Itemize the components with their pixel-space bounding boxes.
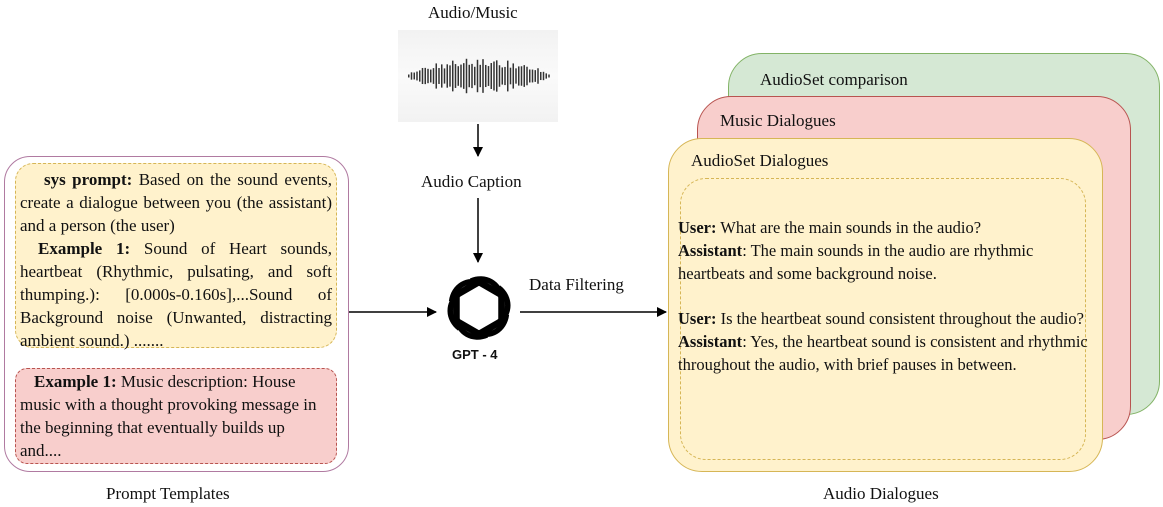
music-example-heading: Example 1: <box>34 372 117 391</box>
waveform-bar <box>474 66 476 86</box>
waveform-bar <box>520 66 523 86</box>
gpt-label: GPT - 4 <box>452 347 498 362</box>
waveform-bar <box>523 65 525 87</box>
sys-prompt-box <box>15 163 337 348</box>
audio-dialogues-caption: Audio Dialogues <box>823 484 939 503</box>
audioset-dialogues-title: AudioSet Dialogues <box>691 151 829 170</box>
audioset-dialogues-card <box>668 138 1103 472</box>
logo-petal <box>459 285 511 337</box>
waveform-bar <box>468 64 470 88</box>
waveform-bar <box>542 71 545 81</box>
waveform-bar <box>534 70 536 82</box>
logo-petal <box>448 279 506 316</box>
music-example-text: Example 1: Music description: House musi… <box>20 370 320 462</box>
audio-music-label: Audio/Music <box>428 3 518 22</box>
waveform-bar <box>493 61 495 91</box>
waveform-bar <box>496 60 498 92</box>
waveform-bar <box>512 63 514 89</box>
waveform-bar <box>446 64 448 88</box>
waveform-bar <box>413 72 415 80</box>
waveform-bar <box>526 66 528 86</box>
waveform-bar <box>548 74 550 78</box>
waveform-bar <box>537 68 539 84</box>
dialogue-turn-assistant-1: Assistant: The main sounds in the audio … <box>678 241 1034 283</box>
waveform-bar <box>443 68 446 84</box>
openai-logo-icon <box>439 268 519 348</box>
data-filtering-label: Data Filtering <box>529 275 624 294</box>
waveform-bar <box>476 59 479 93</box>
dialogue-turn-user-1: User: What are the main sounds in the au… <box>678 218 982 237</box>
waveform-bar <box>410 72 413 80</box>
sys-prompt-heading: sys prompt: <box>44 170 133 189</box>
waveform-bar <box>529 69 531 83</box>
waveform-bar <box>441 64 443 88</box>
example1-heading: Example 1: <box>38 239 131 258</box>
waveform-bar <box>457 66 459 86</box>
waveform-bar <box>449 65 451 87</box>
waveform-bar <box>490 63 492 89</box>
waveform-bar <box>427 68 429 84</box>
example1-body: Sound of Heart sounds, heartbeat (Rhythm… <box>20 239 332 350</box>
waveform-icon <box>398 30 558 122</box>
music-example-body: Music description: House music with a th… <box>20 372 317 460</box>
music-example-box <box>15 368 337 464</box>
waveform-bar <box>463 63 465 89</box>
waveform-bar <box>507 60 509 92</box>
sys-prompt-text: sys prompt: Based on the sound events, c… <box>20 168 332 352</box>
sys-prompt-body: Based on the sound events, create a dial… <box>20 170 333 235</box>
dialogue-turn-assistant-2: Assistant: Yes, the heartbeat sound is c… <box>678 332 1088 374</box>
dialogue-turn-user-2: User: Is the heartbeat sound consistent … <box>678 309 1084 328</box>
waveform-bar <box>454 64 457 88</box>
waveform-bar <box>471 63 473 89</box>
waveform-bar <box>465 58 468 94</box>
waveform-bar <box>419 70 421 82</box>
waveform-bar <box>485 64 487 88</box>
waveform-bar <box>438 68 440 84</box>
waveform-bar <box>424 67 426 85</box>
waveform-bar <box>531 69 534 83</box>
waveform-bar <box>482 59 484 93</box>
waveform-bar <box>545 73 547 79</box>
audioset-comparison-title: AudioSet comparison <box>760 70 908 89</box>
dialogue-box <box>680 178 1086 460</box>
waveform-bar <box>421 67 424 85</box>
prompt-templates-caption: Prompt Templates <box>106 484 230 503</box>
waveform-bar <box>498 65 501 87</box>
waveform-bar <box>408 74 410 78</box>
audio-caption-label: Audio Caption <box>421 172 522 191</box>
music-dialogues-title: Music Dialogues <box>720 111 836 130</box>
logo-petal <box>454 281 489 340</box>
waveform-bar <box>460 64 462 88</box>
logo-petal <box>447 279 499 331</box>
waveform-bar <box>435 63 437 89</box>
waveform-bar <box>452 60 454 92</box>
waveform-bar <box>430 69 432 83</box>
waveform-bar <box>509 67 512 85</box>
waveform-bar <box>432 68 435 84</box>
waveform-bar <box>501 67 503 85</box>
waveform-bar <box>487 66 490 86</box>
waveform-bar <box>515 68 517 84</box>
waveform-bar <box>504 66 506 86</box>
waveform-bar <box>540 71 542 81</box>
waveform-bar <box>479 64 481 88</box>
waveform-bar <box>416 71 418 81</box>
waveform-bar <box>518 66 520 86</box>
logo-petal <box>452 300 510 337</box>
dialogue-text: User: What are the main sounds in the au… <box>678 216 1098 376</box>
